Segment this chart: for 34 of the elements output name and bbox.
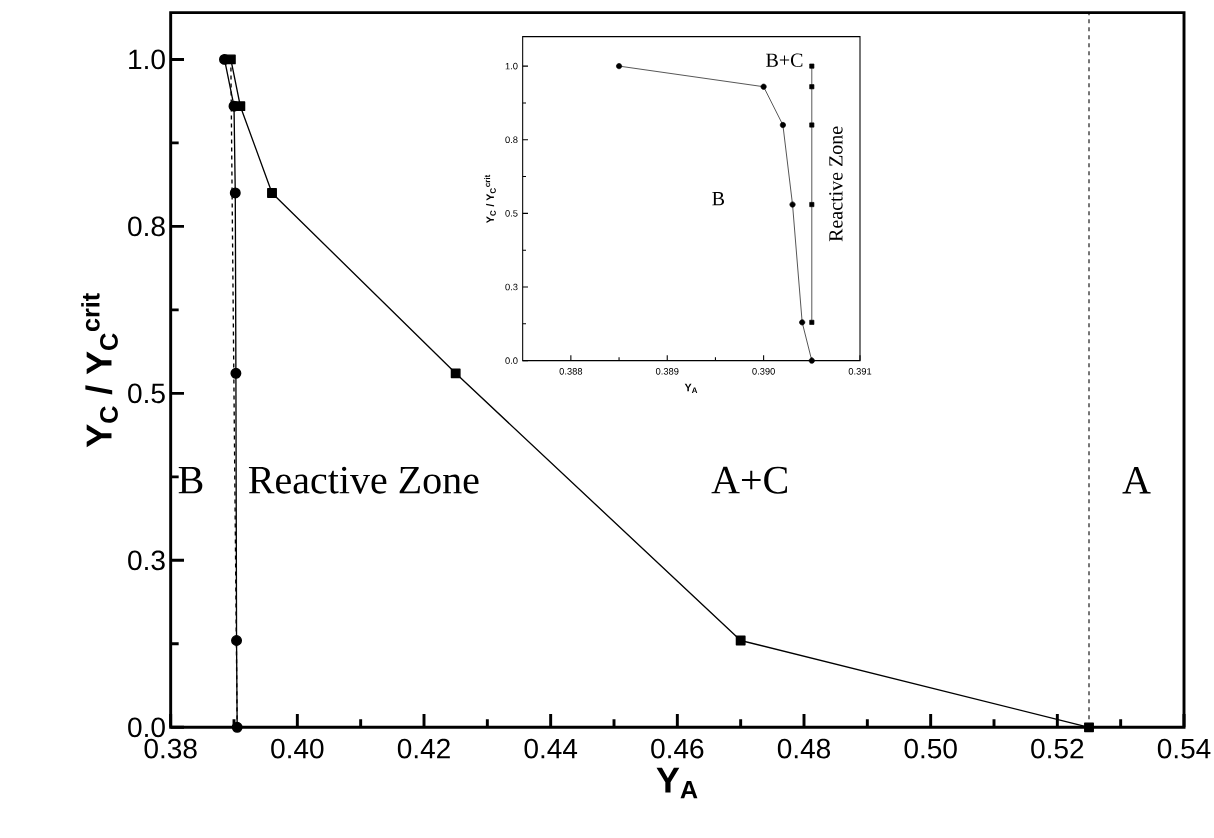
x-tick-label: 0.388 xyxy=(559,368,583,375)
x-axis-title: Y$_{A}$ xyxy=(656,767,698,799)
annotation: B xyxy=(178,467,203,494)
y-tick-label: 0.8 xyxy=(128,216,165,237)
y-tick-label: 0.0 xyxy=(505,357,518,364)
y-tick-label: 0.0 xyxy=(128,717,165,738)
y-tick-label: 1.0 xyxy=(129,49,165,70)
y-tick-label: 0.3 xyxy=(128,550,165,571)
x-tick-label: 0.54 xyxy=(1157,738,1211,759)
x-tick-label: 0.46 xyxy=(651,738,704,759)
x-tick-label: 0.390 xyxy=(752,368,775,375)
annotation: A xyxy=(1122,466,1151,494)
annotation: A+C xyxy=(711,466,788,494)
annotation: Reactive Zone xyxy=(829,126,843,242)
y-tick-label: 1.0 xyxy=(505,62,518,70)
x-tick-label: 0.389 xyxy=(655,368,679,375)
y-tick-label: 0.3 xyxy=(505,283,518,291)
y-tick-label: 0.8 xyxy=(505,136,518,144)
x-tick-label: 0.391 xyxy=(848,368,872,375)
x-tick-label: 0.40 xyxy=(271,738,324,759)
y-axis-title: Y$_{C}$ / Y$_{C}$crit xyxy=(484,174,496,224)
x-tick-label: 0.44 xyxy=(524,738,578,759)
y-axis-title: Y$_{C}$ / Y$_{C}$crit xyxy=(81,293,118,448)
x-tick-label: 0.38 xyxy=(144,738,197,759)
y-tick-label: 0.5 xyxy=(128,383,165,404)
annotation: Reactive Zone xyxy=(248,466,479,494)
x-tick-label: 0.52 xyxy=(1031,738,1084,759)
x-tick-label: 0.42 xyxy=(397,738,450,759)
x-axis-title: Y$_{A}$ xyxy=(684,383,698,393)
annotation: B xyxy=(712,192,725,206)
x-tick-label: 0.48 xyxy=(777,738,831,759)
y-tick-label: 0.5 xyxy=(505,210,518,217)
annotation: B+C xyxy=(766,53,803,67)
x-tick-label: 0.50 xyxy=(904,738,957,759)
